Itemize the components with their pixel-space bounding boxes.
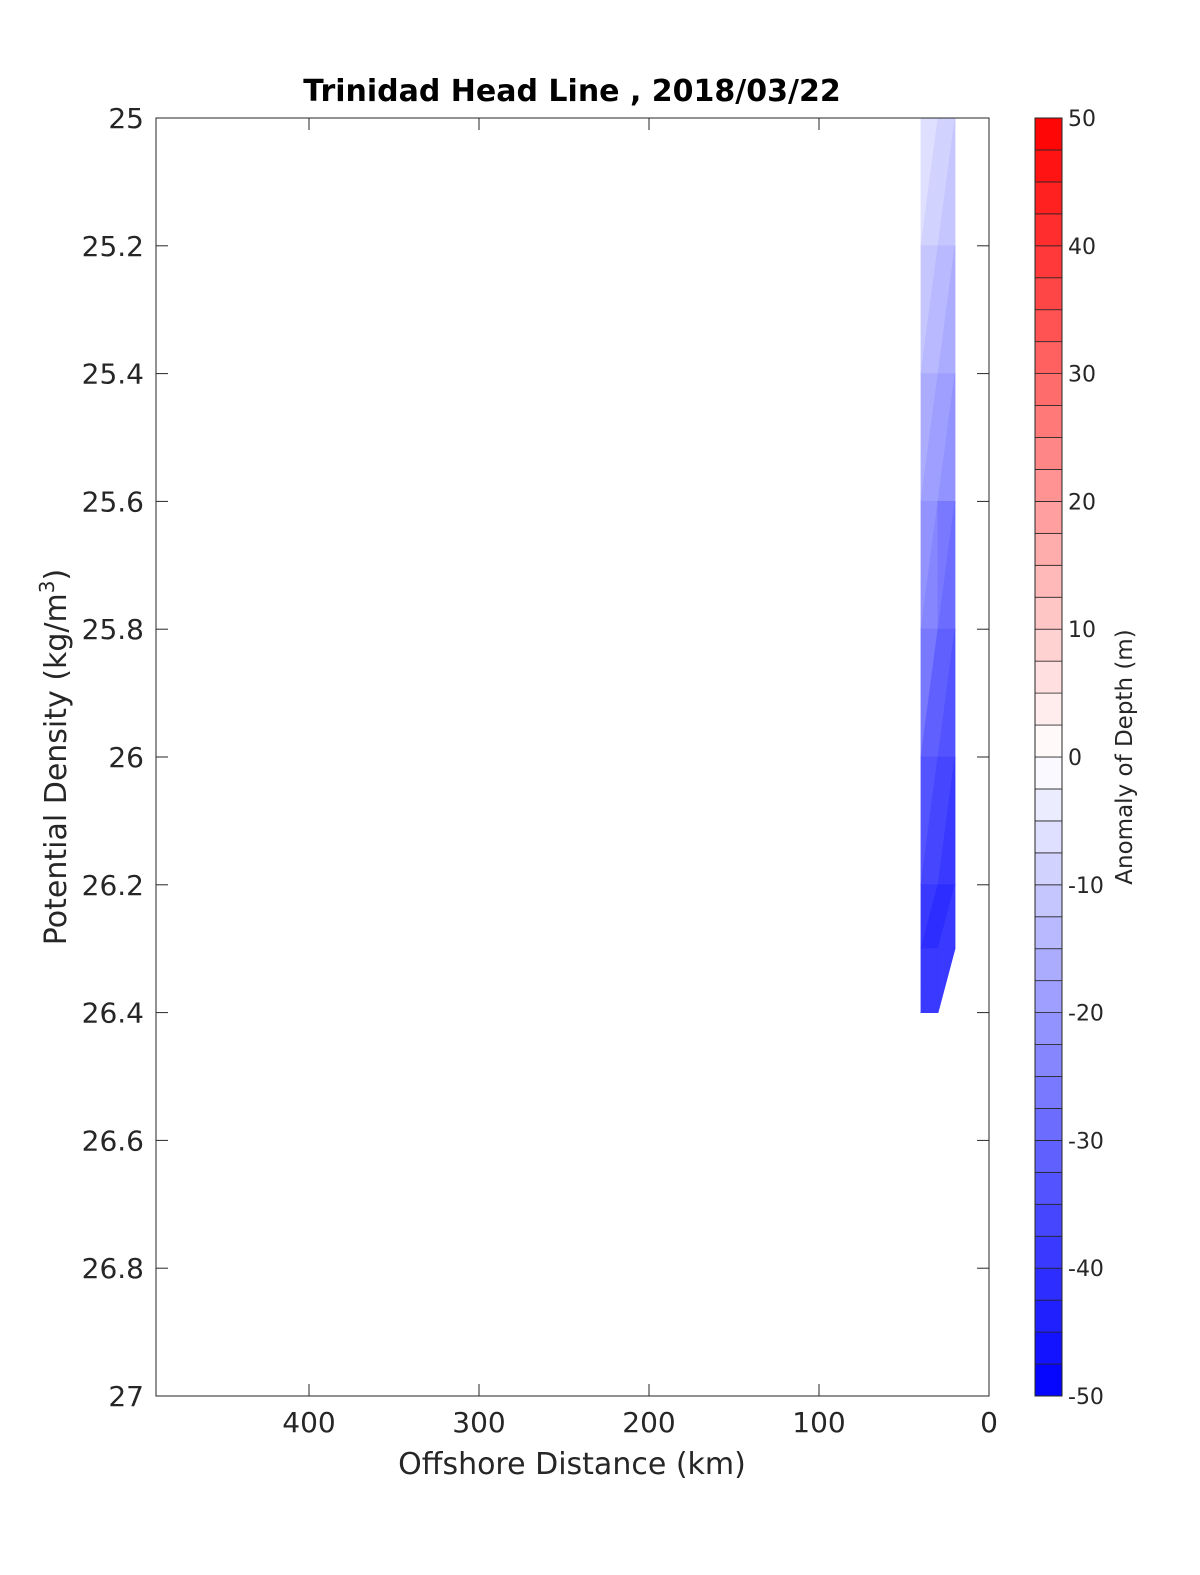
- colorbar-swatch: [1034, 1299, 1063, 1333]
- colorbar-swatch: [1034, 724, 1063, 758]
- colorbar-swatch: [1034, 469, 1063, 502]
- colorbar-swatch: [1034, 980, 1063, 1014]
- colorbar-swatch: [1034, 1203, 1063, 1237]
- x-tick-label: 100: [792, 1406, 845, 1439]
- contour-fill: [920, 117, 956, 1013]
- colorbar-tick-label: 20: [1068, 490, 1096, 515]
- colorbar-swatch: [1034, 692, 1063, 726]
- y-axis-label-main: Potential Density (kg/m: [39, 593, 74, 945]
- colorbar-swatch: [1034, 820, 1063, 854]
- colorbar-swatch: [1034, 117, 1063, 151]
- colorbar-swatch: [1034, 1171, 1063, 1205]
- colorbar-swatch: [1034, 213, 1063, 247]
- colorbar-swatch: [1034, 1076, 1063, 1109]
- colorbar-swatch: [1034, 660, 1063, 694]
- y-tick-label: 26: [108, 741, 144, 774]
- colorbar-tick-label: 50: [1068, 107, 1096, 132]
- y-tick-label: 25.6: [82, 485, 144, 518]
- y-tick-label: 25.4: [82, 358, 144, 391]
- colorbar-swatch: [1034, 309, 1063, 343]
- x-tick-label: 200: [622, 1406, 675, 1439]
- colorbar-tick-label: 40: [1068, 235, 1096, 260]
- y-tick-label: 26.6: [82, 1124, 144, 1157]
- colorbar-label: Anomaly of Depth (m): [1112, 629, 1138, 884]
- colorbar-swatch: [1034, 245, 1063, 279]
- colorbar-swatch: [1034, 596, 1063, 630]
- chart-title: Trinidad Head Line , 2018/03/22: [303, 74, 840, 109]
- y-axis-label-superscript: 3: [35, 580, 59, 593]
- colorbar-tick-label: -20: [1068, 1002, 1104, 1027]
- colorbar-swatch: [1034, 1012, 1063, 1045]
- x-axis-label: Offshore Distance (km): [398, 1447, 746, 1482]
- colorbar-swatch: [1034, 437, 1063, 470]
- colorbar-tick-label: 0: [1068, 746, 1082, 771]
- colorbar-swatch: [1034, 277, 1063, 311]
- plot-background: [156, 118, 989, 1396]
- colorbar-ticks: 50 40 30 20 10 0 -10 -20 -30 -40 -50: [1068, 107, 1104, 1410]
- plot-area: [155, 117, 990, 1397]
- colorbar-swatch: [1034, 1044, 1063, 1077]
- colorbar-swatch: [1034, 1140, 1063, 1173]
- colorbar-tick-label: -30: [1068, 1129, 1104, 1154]
- colorbar-swatch: [1034, 1267, 1063, 1301]
- x-axis-ticks: 400 300 200 100 0: [282, 118, 998, 1439]
- colorbar-swatches: [1034, 117, 1063, 1397]
- colorbar-swatch: [1034, 1235, 1063, 1269]
- contour-cell: [937, 948, 956, 1013]
- colorbar-swatch: [1034, 628, 1063, 662]
- colorbar-swatch: [1034, 1331, 1063, 1365]
- colorbar-swatch: [1034, 1363, 1063, 1397]
- y-tick-label: 26.8: [82, 1252, 144, 1285]
- colorbar-swatch: [1034, 756, 1063, 790]
- y-tick-label: 26.4: [82, 997, 144, 1030]
- colorbar-tick-label: 30: [1068, 363, 1096, 388]
- colorbar-swatch: [1034, 373, 1063, 406]
- y-axis-label-close: ): [39, 569, 74, 581]
- colorbar-frame: [1034, 117, 1063, 1397]
- y-axis-label: Potential Density (kg/m3): [35, 569, 74, 945]
- colorbar-swatch: [1034, 948, 1063, 982]
- colorbar-tick-label: -10: [1068, 874, 1104, 899]
- x-tick-label: 300: [452, 1406, 505, 1439]
- colorbar-swatch: [1034, 532, 1063, 566]
- y-axis-ticks: 25 25.2 25.4 25.6 25.8 26 26.2 26.4 26.6 26.8 27: [82, 102, 989, 1413]
- colorbar-swatch: [1034, 405, 1063, 438]
- colorbar-swatch: [1034, 788, 1063, 822]
- y-tick-label: 25.2: [82, 230, 144, 263]
- colorbar-swatch: [1034, 884, 1063, 918]
- colorbar: 50 40 30 20 10 0 -10 -20 -30 -40 -50 Anomaly of De…: [1034, 107, 1138, 1410]
- colorbar-swatch: [1034, 500, 1063, 534]
- colorbar-swatch: [1034, 852, 1063, 886]
- x-tick-label: 0: [980, 1406, 998, 1439]
- colorbar-swatch: [1034, 1108, 1063, 1141]
- colorbar-tick-label: 10: [1068, 618, 1096, 643]
- x-tick-label: 400: [282, 1406, 335, 1439]
- y-tick-label: 27: [108, 1380, 144, 1413]
- colorbar-tick-label: -40: [1068, 1257, 1104, 1282]
- colorbar-swatch: [1034, 916, 1063, 950]
- colorbar-swatch: [1034, 341, 1063, 374]
- colorbar-swatch: [1034, 181, 1063, 215]
- colorbar-tick-label: -50: [1068, 1385, 1104, 1410]
- colorbar-swatch: [1034, 149, 1063, 183]
- y-tick-label: 25: [108, 102, 144, 135]
- y-tick-label: 26.2: [82, 869, 144, 902]
- colorbar-swatch: [1034, 564, 1063, 598]
- y-tick-label: 25.8: [82, 613, 144, 646]
